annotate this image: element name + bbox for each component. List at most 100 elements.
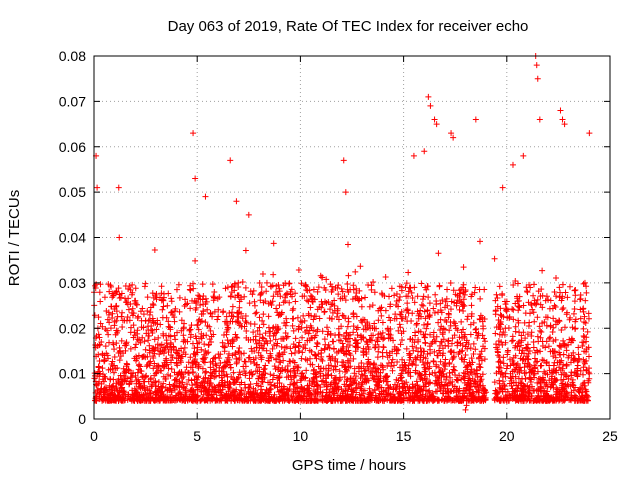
- data-point: [149, 300, 156, 307]
- data-point: [445, 337, 452, 344]
- data-point: [549, 348, 556, 355]
- data-point: [345, 347, 352, 354]
- data-point: [323, 386, 330, 393]
- data-point: [310, 316, 317, 323]
- data-point: [112, 331, 119, 338]
- data-point: [151, 246, 158, 253]
- data-point: [107, 375, 114, 382]
- data-point: [368, 286, 375, 293]
- data-point: [509, 306, 516, 313]
- data-point: [525, 393, 532, 400]
- data-point: [110, 292, 117, 299]
- data-point: [495, 364, 502, 371]
- data-point: [241, 391, 248, 398]
- data-point: [456, 287, 463, 294]
- data-point: [290, 305, 297, 312]
- data-point: [371, 320, 378, 327]
- data-point: [288, 350, 295, 357]
- data-point: [283, 374, 290, 381]
- data-point: [276, 285, 283, 292]
- data-point: [176, 380, 183, 387]
- data-point: [317, 368, 324, 375]
- data-point: [136, 361, 143, 368]
- data-point: [105, 355, 112, 362]
- data-point: [470, 394, 477, 401]
- data-point: [382, 273, 389, 280]
- data-point: [169, 394, 176, 401]
- data-point: [352, 377, 359, 384]
- data-point: [232, 349, 239, 356]
- data-point: [140, 311, 147, 318]
- data-point: [421, 308, 428, 315]
- data-point: [389, 356, 396, 363]
- data-point: [288, 376, 295, 383]
- data-point: [411, 397, 418, 404]
- data-point: [399, 385, 406, 392]
- data-point: [270, 271, 277, 278]
- data-point: [160, 380, 167, 387]
- data-point: [499, 292, 506, 299]
- data-point: [446, 394, 453, 401]
- data-point: [450, 318, 457, 325]
- data-point: [358, 303, 365, 310]
- data-point: [243, 334, 250, 341]
- data-point: [136, 384, 143, 391]
- data-point: [586, 375, 593, 382]
- data-point: [298, 280, 305, 287]
- data-point: [460, 296, 467, 303]
- data-point: [525, 322, 532, 329]
- data-point: [257, 291, 264, 298]
- data-point: [160, 373, 167, 380]
- data-point: [382, 387, 389, 394]
- data-point: [375, 348, 382, 355]
- data-point: [229, 303, 236, 310]
- data-point: [556, 359, 563, 366]
- data-point: [580, 371, 587, 378]
- data-point: [367, 336, 374, 343]
- data-point: [547, 334, 554, 341]
- data-point: [540, 357, 547, 364]
- data-point: [346, 342, 353, 349]
- data-point: [315, 351, 322, 358]
- data-point: [413, 378, 420, 385]
- data-point: [180, 338, 187, 345]
- data-point: [202, 193, 209, 200]
- data-point: [491, 379, 498, 386]
- data-point: [405, 288, 412, 295]
- data-point: [493, 291, 500, 298]
- data-point: [413, 321, 420, 328]
- data-point: [287, 368, 294, 375]
- data-point: [300, 386, 307, 393]
- data-point: [113, 288, 120, 295]
- data-point: [572, 384, 579, 391]
- data-point: [335, 282, 342, 289]
- data-point: [207, 310, 214, 317]
- data-point: [193, 335, 200, 342]
- data-point: [583, 289, 590, 296]
- data-point: [269, 325, 276, 332]
- data-point: [125, 306, 132, 313]
- data-point: [330, 345, 337, 352]
- data-point: [160, 297, 167, 304]
- y-axis-label: ROTI / TECUs: [6, 190, 23, 286]
- data-point: [437, 307, 444, 314]
- data-point: [431, 369, 438, 376]
- data-point: [182, 301, 189, 308]
- data-point: [256, 324, 263, 331]
- data-point: [301, 293, 308, 300]
- data-point: [510, 316, 517, 323]
- data-point: [451, 332, 458, 339]
- data-point: [290, 357, 297, 364]
- data-point: [242, 370, 249, 377]
- data-point: [397, 341, 404, 348]
- data-point: [284, 362, 291, 369]
- data-point: [149, 290, 156, 297]
- data-point: [241, 381, 248, 388]
- data-point: [266, 333, 273, 340]
- data-point: [449, 381, 456, 388]
- data-point: [246, 375, 253, 382]
- data-point: [307, 304, 314, 311]
- data-point: [285, 280, 292, 287]
- data-point: [552, 303, 559, 310]
- data-point: [255, 349, 262, 356]
